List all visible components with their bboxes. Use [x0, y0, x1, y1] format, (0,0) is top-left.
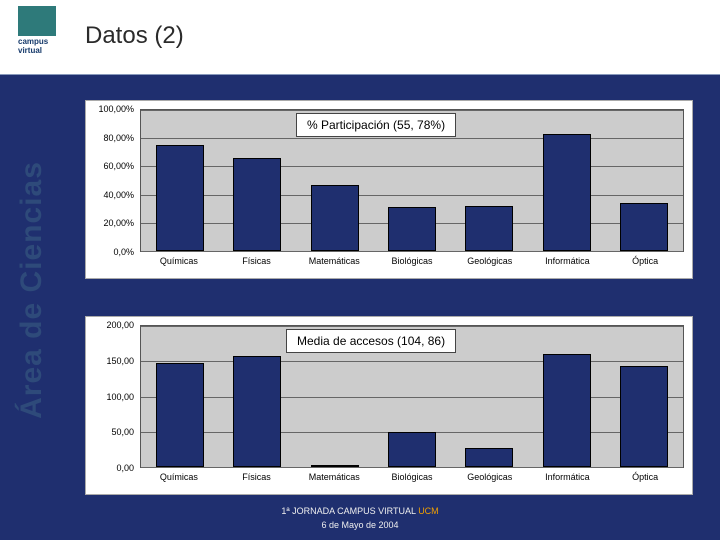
y-tick-label: 150,00	[106, 356, 134, 366]
y-tick-label: 80,00%	[103, 133, 134, 143]
y-tick-label: 100,00%	[98, 104, 134, 114]
bar	[156, 363, 204, 467]
grid-line	[141, 110, 683, 111]
y-tick-label: 50,00	[111, 427, 134, 437]
y-tick-label: 200,00	[106, 320, 134, 330]
footer-pre: 1ª JORNADA CAMPUS VIRTUAL	[281, 506, 418, 516]
bar	[543, 134, 591, 251]
grid-line	[141, 138, 683, 139]
bar	[620, 366, 668, 467]
x-tick-label: Físicas	[242, 256, 271, 266]
chart1-y-labels: 0,0%20,00%40,00%60,00%80,00%100,00%	[86, 109, 138, 252]
x-tick-label: Biológicas	[391, 256, 432, 266]
grid-line	[141, 195, 683, 196]
x-tick-label: Óptica	[632, 472, 658, 482]
x-tick-label: Matemáticas	[309, 472, 360, 482]
side-label-text: Área de Ciencias	[15, 161, 49, 419]
x-tick-label: Químicas	[160, 472, 198, 482]
chart1-x-labels: Químicas Físicas Matemáticas Biológicas Geol…	[140, 254, 684, 276]
chart-participacion: 0,0% 20,00% 40,00% 60,00% 80,00% 100,00% Quím…	[85, 100, 693, 279]
bar	[388, 432, 436, 467]
y-tick-label: 0,0%	[113, 247, 134, 257]
x-tick-label: Físicas	[242, 472, 271, 482]
bar	[465, 206, 513, 251]
logo: campus virtual	[18, 6, 66, 66]
bar	[388, 207, 436, 251]
bar	[233, 158, 281, 251]
grid-line	[141, 166, 683, 167]
y-tick-label: 60,00%	[103, 161, 134, 171]
chart2-title: Media de accesos (104, 86)	[286, 329, 456, 353]
bar	[465, 448, 513, 467]
y-tick-label: 100,00	[106, 392, 134, 402]
logo-text: campus virtual	[18, 38, 66, 56]
footer-ucm: UCM	[418, 506, 439, 516]
y-tick-label: 0,00	[116, 463, 134, 473]
grid-line	[141, 326, 683, 327]
side-label: Área de Ciencias	[12, 100, 52, 480]
grid-line	[141, 467, 683, 468]
footer-line-1: 1ª JORNADA CAMPUS VIRTUAL UCM	[0, 506, 720, 516]
page-title: Datos (2)	[85, 22, 184, 50]
x-tick-label: Óptica	[632, 256, 658, 266]
y-tick-label: 20,00%	[103, 218, 134, 228]
slide: campus virtual Datos (2) Área de Ciencia…	[0, 0, 720, 540]
footer: 1ª JORNADA CAMPUS VIRTUAL UCM 6 de Mayo …	[0, 506, 720, 530]
bar	[620, 203, 668, 251]
chart-accesos: 0,00 50,00 100,00 150,00 200,00 Químicas Físi…	[85, 316, 693, 495]
footer-line-2: 6 de Mayo de 2004	[0, 520, 720, 530]
bar	[233, 356, 281, 467]
bar	[543, 354, 591, 467]
divider	[0, 74, 720, 75]
x-tick-label: Matemáticas	[309, 256, 360, 266]
bar	[311, 185, 359, 251]
x-tick-label: Geológicas	[467, 256, 512, 266]
grid-line	[141, 397, 683, 398]
grid-line	[141, 251, 683, 252]
chart2-y-labels: 0,0050,00100,00150,00200,00	[86, 325, 138, 468]
x-tick-label: Informática	[545, 472, 590, 482]
bar	[311, 465, 359, 467]
x-tick-label: Biológicas	[391, 472, 432, 482]
chart2-x-labels: Químicas Físicas Matemáticas Biológicas Geol…	[140, 470, 684, 492]
bar	[156, 145, 204, 251]
x-tick-label: Geológicas	[467, 472, 512, 482]
logo-square-icon	[18, 6, 56, 36]
chart1-title: % Participación (55, 78%)	[296, 113, 456, 137]
y-tick-label: 40,00%	[103, 190, 134, 200]
grid-line	[141, 361, 683, 362]
x-tick-label: Informática	[545, 256, 590, 266]
x-tick-label: Químicas	[160, 256, 198, 266]
